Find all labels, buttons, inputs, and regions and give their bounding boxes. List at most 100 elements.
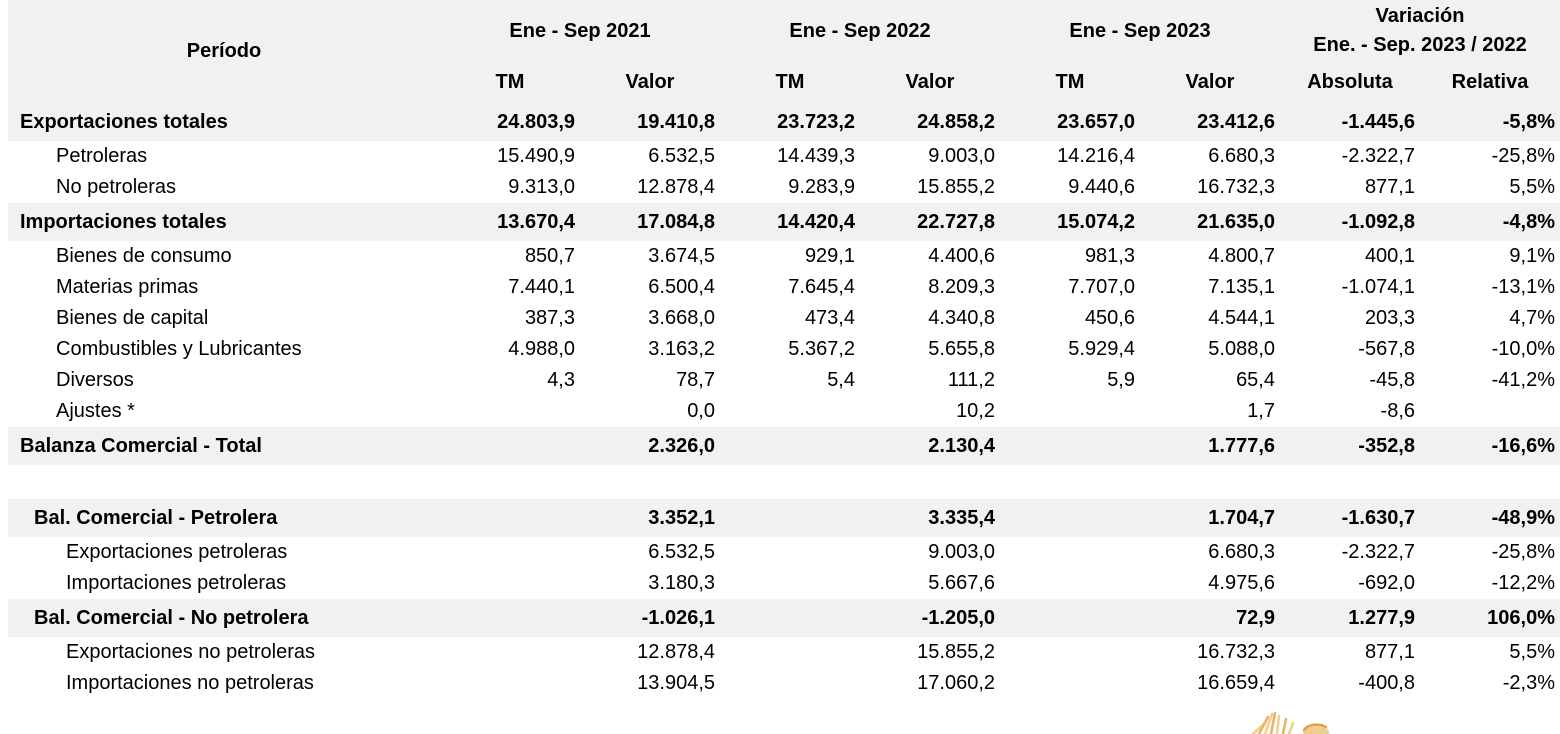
cell-value: 5,4 [827,369,855,391]
cell-value: 877,1 [1364,641,1415,663]
cell-value: 16.732,3 [1197,641,1275,663]
table-row: Importaciones petroleras 3.180,3 5.667,6 4.… [8,568,1560,599]
cell-value: 7.707,0 [1068,276,1135,298]
cell-value: 877,1 [1364,176,1415,198]
cell-value: -12,2% [1491,572,1555,594]
column-header-tm-2022: TM [775,71,805,93]
cell-value: 17.084,8 [637,210,715,233]
cell-value: 1,7 [1247,400,1275,422]
cell-value: -1.074,1 [1341,276,1415,298]
cell-value: 23.723,2 [777,110,855,133]
table-header: Período Ene - Sep 2021 Ene - Sep 2022 En… [8,0,1560,103]
column-group-variacion: Variación Ene. - Sep. 2023 / 2022 [1280,2,1560,60]
cell-value: -5,8% [1502,110,1555,133]
table-row: Exportaciones no petroleras 12.878,4 15.85… [8,637,1560,668]
table-row: Diversos 4,3 78,7 5,4 111,2 5,9 65,4 -45,8 -41,2… [8,365,1560,396]
cell-value: 4.400,6 [928,245,995,267]
variacion-subtitle: Ene. - Sep. 2023 / 2022 [1313,34,1527,56]
table-row: Combustibles y Lubricantes 4.988,0 3.163,2… [8,334,1560,365]
cell-value: -45,8 [1369,369,1415,391]
cell-value: 22.727,8 [917,210,995,233]
table-row: Balanza Comercial - Total 2.326,0 2.130,4 1… [8,427,1560,465]
cell-value: 473,4 [804,307,855,329]
cell-value: 3.163,2 [648,338,715,360]
cell-value: -2.322,7 [1341,145,1415,167]
cell-value: 10,2 [956,400,995,422]
cell-value: 1.277,9 [1348,606,1415,629]
cell-value: 4.800,7 [1208,245,1275,267]
cell-value: 5.655,8 [928,338,995,360]
cell-value: 16.659,4 [1197,672,1275,694]
cell-value: 12.878,4 [637,641,715,663]
cell-value: 5.667,6 [928,572,995,594]
row-label: Bienes de capital [56,307,209,329]
cell-value: 9.003,0 [928,541,995,563]
cell-value: 13.904,5 [637,672,715,694]
cell-value: 7.645,4 [788,276,855,298]
row-label: Exportaciones no petroleras [66,641,316,663]
cell-value: 7.440,1 [508,276,575,298]
variacion-title: Variación [1375,5,1465,27]
cell-value: 24.858,2 [917,110,995,133]
cell-value: 23.412,6 [1197,110,1275,133]
cell-value: 2.130,4 [928,434,995,457]
cell-value: 5,5% [1509,176,1555,198]
cell-value: 5,9 [1107,369,1135,391]
cell-value: 3.335,4 [928,506,995,529]
column-header-relativa: Relativa [1451,71,1529,93]
table-row: Exportaciones petroleras 6.532,5 9.003,0 6.… [8,537,1560,568]
cell-value: -1.630,7 [1341,506,1415,529]
cell-value: 450,6 [1084,307,1135,329]
cell-value: 9.440,6 [1068,176,1135,198]
cell-value: 14.216,4 [1057,145,1135,167]
cell-value: 4,7% [1509,307,1555,329]
column-group-ene-sep-2022: Ene - Sep 2022 [789,19,931,42]
cell-value: 6.532,5 [648,145,715,167]
row-label: Petroleras [56,145,148,167]
cell-value: 15.855,2 [917,176,995,198]
cell-value: 850,7 [524,245,575,267]
row-label: Materias primas [56,276,199,298]
cell-value: -13,1% [1491,276,1555,298]
cell-value: -10,0% [1491,338,1555,360]
cell-value: -1.445,6 [1341,110,1415,133]
cell-value: 14.439,3 [777,145,855,167]
row-label: Importaciones petroleras [66,572,287,594]
cell-value: 13.670,4 [497,210,575,233]
row-label: Diversos [56,369,134,391]
cell-value: -400,8 [1358,672,1415,694]
cell-value: 387,3 [524,307,575,329]
cell-value: 17.060,2 [917,672,995,694]
column-header-tm-2021: TM [495,71,525,93]
cell-value: 1.777,6 [1208,434,1275,457]
cell-value: 3.352,1 [648,506,715,529]
row-label: Importaciones no petroleras [66,672,314,694]
cell-value: 981,3 [1084,245,1135,267]
column-header-periodo: Período [186,40,262,62]
cell-value: 111,2 [947,369,995,391]
cell-value: 14.420,4 [777,210,855,233]
cell-value: 4.988,0 [508,338,575,360]
cell-value: 4.975,6 [1208,572,1275,594]
table-row: Bienes de consumo 850,7 3.674,5 929,1 4.400,… [8,241,1560,272]
cell-value: 9.283,9 [788,176,855,198]
cell-value: 3.180,3 [648,572,715,594]
cell-value: -25,8% [1491,145,1555,167]
cell-value: 1.704,7 [1208,506,1275,529]
cell-value: -692,0 [1358,572,1415,594]
row-label: No petroleras [56,176,177,198]
spacer-row [8,465,1560,499]
table-row: Importaciones no petroleras 13.904,5 17.06… [8,668,1560,699]
table-row: Bal. Comercial - No petrolera -1.026,1 -1.… [8,599,1560,637]
cell-value: -1.205,0 [921,606,995,629]
row-label: Combustibles y Lubricantes [56,338,302,360]
cell-value: 19.410,8 [637,110,715,133]
cell-value: 15.490,9 [497,145,575,167]
table-row: Ajustes * 0,0 10,2 1,7 -8,6 [8,396,1560,427]
cell-value: 2.326,0 [648,434,715,457]
cell-value: 9,1% [1509,245,1555,267]
cell-value: 6.680,3 [1208,145,1275,167]
row-label: Ajustes * [56,400,135,422]
cell-value: 15.855,2 [917,641,995,663]
cell-value: 3.674,5 [648,245,715,267]
